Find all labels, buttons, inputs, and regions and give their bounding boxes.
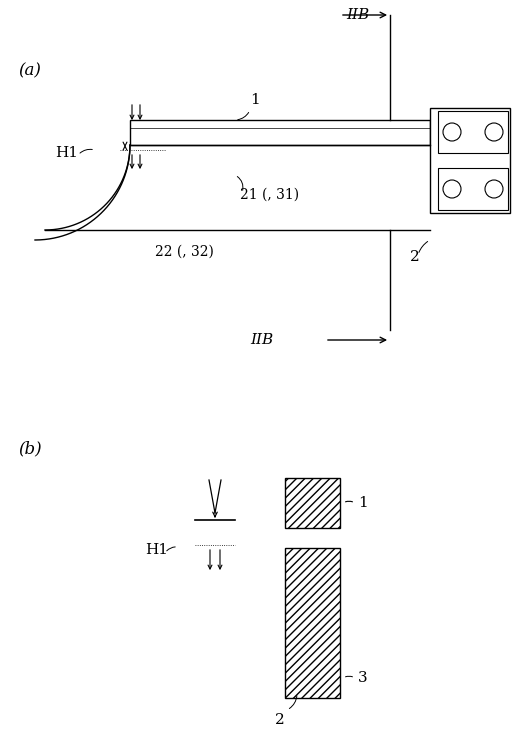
Circle shape [485,180,503,198]
Text: (b): (b) [18,440,42,457]
Circle shape [443,180,461,198]
Text: IIB: IIB [250,333,273,347]
Text: H1: H1 [55,146,78,160]
Text: 22 (, 32): 22 (, 32) [155,245,214,259]
Bar [438,111,508,153]
Text: IIB: IIB [346,8,369,22]
Text: 2: 2 [275,713,285,727]
Bar [285,478,340,528]
Circle shape [485,123,503,141]
Text: 21 (, 31): 21 (, 31) [240,188,299,202]
Text: 1: 1 [358,496,368,510]
Text: H1: H1 [145,543,168,557]
Bar [130,120,430,145]
Bar [430,108,510,213]
Text: 3: 3 [358,671,368,685]
Bar [285,548,340,698]
Circle shape [443,123,461,141]
Text: 1: 1 [250,93,260,107]
Bar [438,168,508,210]
Text: (a): (a) [18,62,41,79]
Text: 2: 2 [410,250,420,264]
